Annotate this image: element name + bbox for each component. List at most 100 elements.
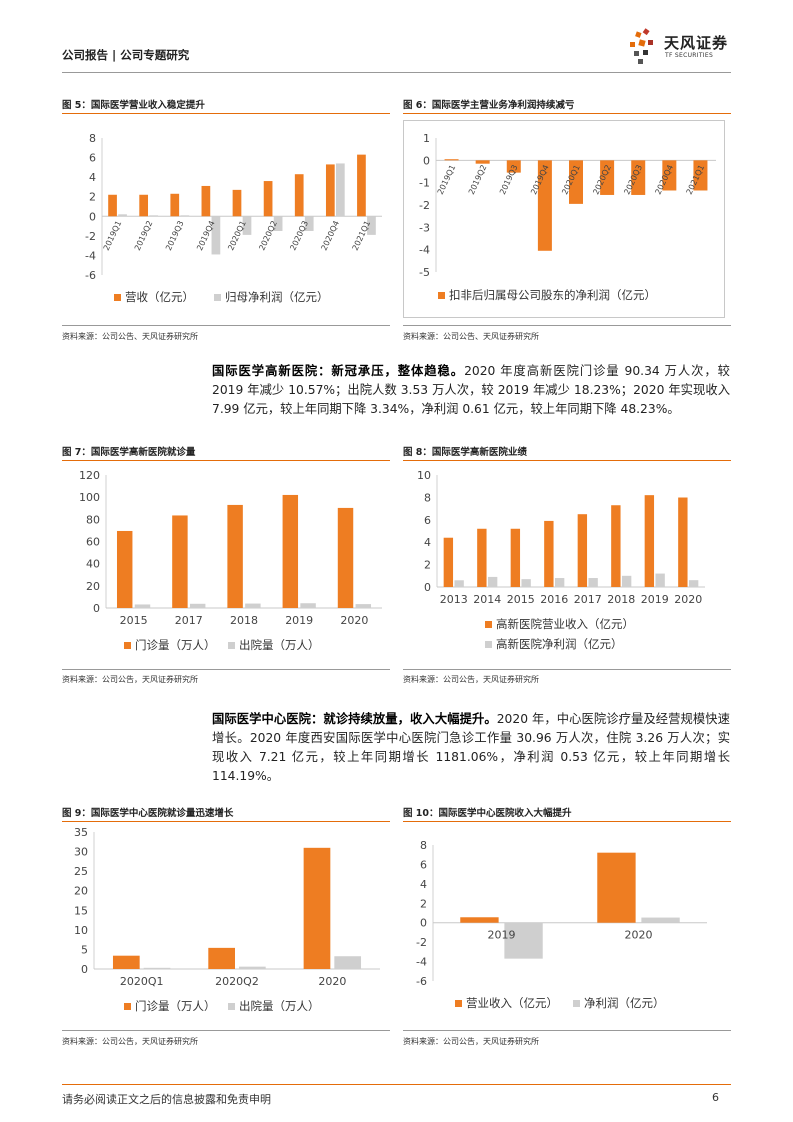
fig8-bar-1 bbox=[655, 573, 665, 587]
fig7-bar-1 bbox=[189, 603, 206, 608]
fig10-ytick: 6 bbox=[420, 858, 427, 871]
fig5-ytick: 8 bbox=[89, 132, 96, 145]
fig5-bar-0 bbox=[263, 181, 273, 217]
fig7-xtick: 2018 bbox=[230, 614, 258, 627]
fig9-source-rule bbox=[62, 1030, 390, 1031]
fig5-bar-1 bbox=[304, 216, 314, 231]
fig5-xtick: 2020Q2 bbox=[257, 219, 279, 252]
fig9-bar-0 bbox=[112, 955, 140, 969]
report-section-label: 公司报告 | 公司专题研究 bbox=[62, 48, 190, 62]
fig5-bar-0 bbox=[201, 185, 211, 217]
fig7-title: 图 7：国际医学高新医院就诊量 bbox=[62, 447, 196, 458]
fig9-ytick: 15 bbox=[74, 904, 88, 917]
header-rule bbox=[62, 72, 731, 73]
fig9-bar-0 bbox=[303, 847, 331, 969]
fig6-bar-0 bbox=[506, 160, 521, 173]
fig9-legend-label: 门诊量（万人） bbox=[135, 999, 216, 1013]
fig8-bar-1 bbox=[588, 578, 598, 587]
fig7-xtick: 2020 bbox=[340, 614, 368, 627]
fig9-bar-1 bbox=[334, 956, 362, 969]
fig5-ytick: -4 bbox=[85, 249, 96, 262]
fig9-bar-1 bbox=[239, 966, 266, 969]
fig10-bar-1 bbox=[641, 917, 680, 923]
fig8-bar-0 bbox=[443, 537, 454, 587]
fig10-svg: -6 -4 -2 0 2 4 6 8 2019 2020 营业收入（亿元） 净利润（亿元） bbox=[416, 839, 707, 1010]
fig7-bar-0 bbox=[172, 515, 188, 608]
fig6-ytick: -3 bbox=[419, 221, 430, 234]
fig10-legend-label: 营业收入（亿元） bbox=[466, 996, 558, 1010]
fig7-source-rule bbox=[62, 669, 390, 670]
fig8-xtick: 2013 bbox=[440, 593, 468, 606]
fig8-xtick: 2016 bbox=[540, 593, 568, 606]
fig10-bar-0 bbox=[460, 917, 499, 923]
fig8-bar-1 bbox=[621, 575, 632, 587]
fig8-bar-0 bbox=[510, 528, 521, 587]
fig8-xtick: 2017 bbox=[574, 593, 602, 606]
fig9-ytick: 20 bbox=[74, 885, 88, 898]
fig8-legend-label: 高新医院营业收入（亿元） bbox=[496, 617, 634, 631]
fig7-xtick: 2015 bbox=[120, 614, 148, 627]
fig7-ytick: 60 bbox=[86, 536, 100, 549]
paragraph-zhongxin-body: 2020 年，中心医院诊疗量及经营规模快速增长。2020 年度西安国际医学中心医… bbox=[212, 712, 730, 783]
fig8-xtick: 2019 bbox=[641, 593, 669, 606]
fig9-svg: 0 5 10 15 20 25 30 35 2020Q1 2020Q2 2020 门诊量（万人） 出院量… bbox=[74, 826, 380, 1013]
fig5-ytick: 0 bbox=[89, 210, 96, 223]
fig10-chart: -6 -4 -2 0 2 4 6 8 2019 2020 营业收入（亿元） 净利润（亿元） bbox=[403, 823, 731, 1023]
fig6-ytick: 1 bbox=[423, 132, 430, 145]
paragraph-gaoxin-body: 2020 年度高新医院门诊量 90.34 万人次，较 2019 年减少 10.5… bbox=[212, 364, 730, 416]
fig7-ytick: 20 bbox=[86, 580, 100, 593]
tf-securities-logo: 天风证券 TF SECURITIES bbox=[626, 26, 736, 70]
fig9-xtick: 2020Q1 bbox=[120, 975, 164, 988]
fig5-bar-0 bbox=[108, 194, 117, 217]
fig6-chart: -5 -4 -3 -2 -1 0 1 2019Q1 2019Q2 2019Q3 2019Q4 2020… bbox=[403, 120, 725, 318]
fig8-chart: 0 2 4 6 8 10 2013 2014 2015 2016 2017 2018 2019 2020 高… bbox=[403, 462, 731, 664]
fig6-source: 资料来源：公司公告、天风证券研究所 bbox=[403, 332, 539, 341]
fig8-xtick: 2014 bbox=[473, 593, 501, 606]
fig8-title-rule bbox=[403, 460, 731, 461]
fig6-bar-0 bbox=[569, 160, 583, 204]
fig7-ytick: 80 bbox=[86, 513, 100, 526]
fig8-ytick: 0 bbox=[424, 581, 431, 594]
fig6-source-rule bbox=[403, 325, 731, 326]
fig9-ytick: 30 bbox=[74, 846, 88, 859]
paragraph-gaoxin-lead: 国际医学高新医院：新冠承压，整体趋稳。 bbox=[212, 364, 465, 378]
fig7-ytick: 0 bbox=[93, 602, 100, 615]
fig9-source: 资料来源：公司公告，天风证券研究所 bbox=[62, 1037, 198, 1046]
fig7-ytick: 120 bbox=[79, 469, 100, 482]
fig5-xtick: 2019Q3 bbox=[164, 219, 186, 252]
fig6-legend-swatch bbox=[438, 292, 445, 299]
fig6-ytick: -5 bbox=[419, 266, 430, 279]
logo-text-cn: 天风证券 bbox=[664, 34, 729, 52]
fig5-bar-0 bbox=[325, 164, 335, 217]
fig5-bar-0 bbox=[294, 174, 304, 217]
logo-mark-icon bbox=[630, 28, 653, 64]
fig5-legend-label: 归母净利润（亿元） bbox=[225, 290, 329, 304]
fig8-source: 资料来源：公司公告，天风证券研究所 bbox=[403, 675, 539, 684]
fig5-bar-1 bbox=[273, 216, 283, 231]
fig5-bar-1 bbox=[242, 216, 252, 235]
fig8-bar-0 bbox=[477, 528, 487, 587]
fig10-ytick: -6 bbox=[416, 975, 427, 988]
fig6-ytick: -1 bbox=[419, 177, 430, 190]
fig5-source: 资料来源：公司公告、天风证券研究所 bbox=[62, 332, 198, 341]
fig7-title-rule bbox=[62, 460, 390, 461]
paragraph-zhongxin-lead: 国际医学中心医院：就诊持续放量，收入大幅提升。 bbox=[212, 712, 497, 726]
fig6-legend-label: 扣非后归属母公司股东的净利润（亿元） bbox=[449, 288, 656, 302]
fig5-ytick: -2 bbox=[85, 230, 96, 243]
fig8-ytick: 10 bbox=[417, 469, 431, 482]
fig8-bar-0 bbox=[577, 514, 588, 587]
fig6-bar-0 bbox=[537, 160, 552, 251]
fig9-xtick: 2020Q2 bbox=[215, 975, 259, 988]
fig10-legend-swatch bbox=[573, 1000, 580, 1007]
fig7-xtick: 2019 bbox=[285, 614, 313, 627]
paragraph-gaoxin: 国际医学高新医院：新冠承压，整体趋稳。2020 年度高新医院门诊量 90.34 … bbox=[212, 362, 730, 419]
fig5-bar-1 bbox=[180, 215, 190, 217]
fig8-bar-1 bbox=[487, 576, 498, 587]
fig10-ytick: 4 bbox=[420, 878, 427, 891]
fig7-bar-1 bbox=[245, 603, 261, 608]
fig7-chart: 0 20 40 60 80 100 120 2015 2017 2018 2019 2020 门诊量（万… bbox=[62, 462, 392, 664]
fig9-legend-swatch bbox=[124, 1003, 131, 1010]
fig8-bar-1 bbox=[688, 580, 699, 587]
fig9-ytick: 10 bbox=[74, 924, 88, 937]
fig5-xtick: 2019Q1 bbox=[102, 219, 124, 252]
